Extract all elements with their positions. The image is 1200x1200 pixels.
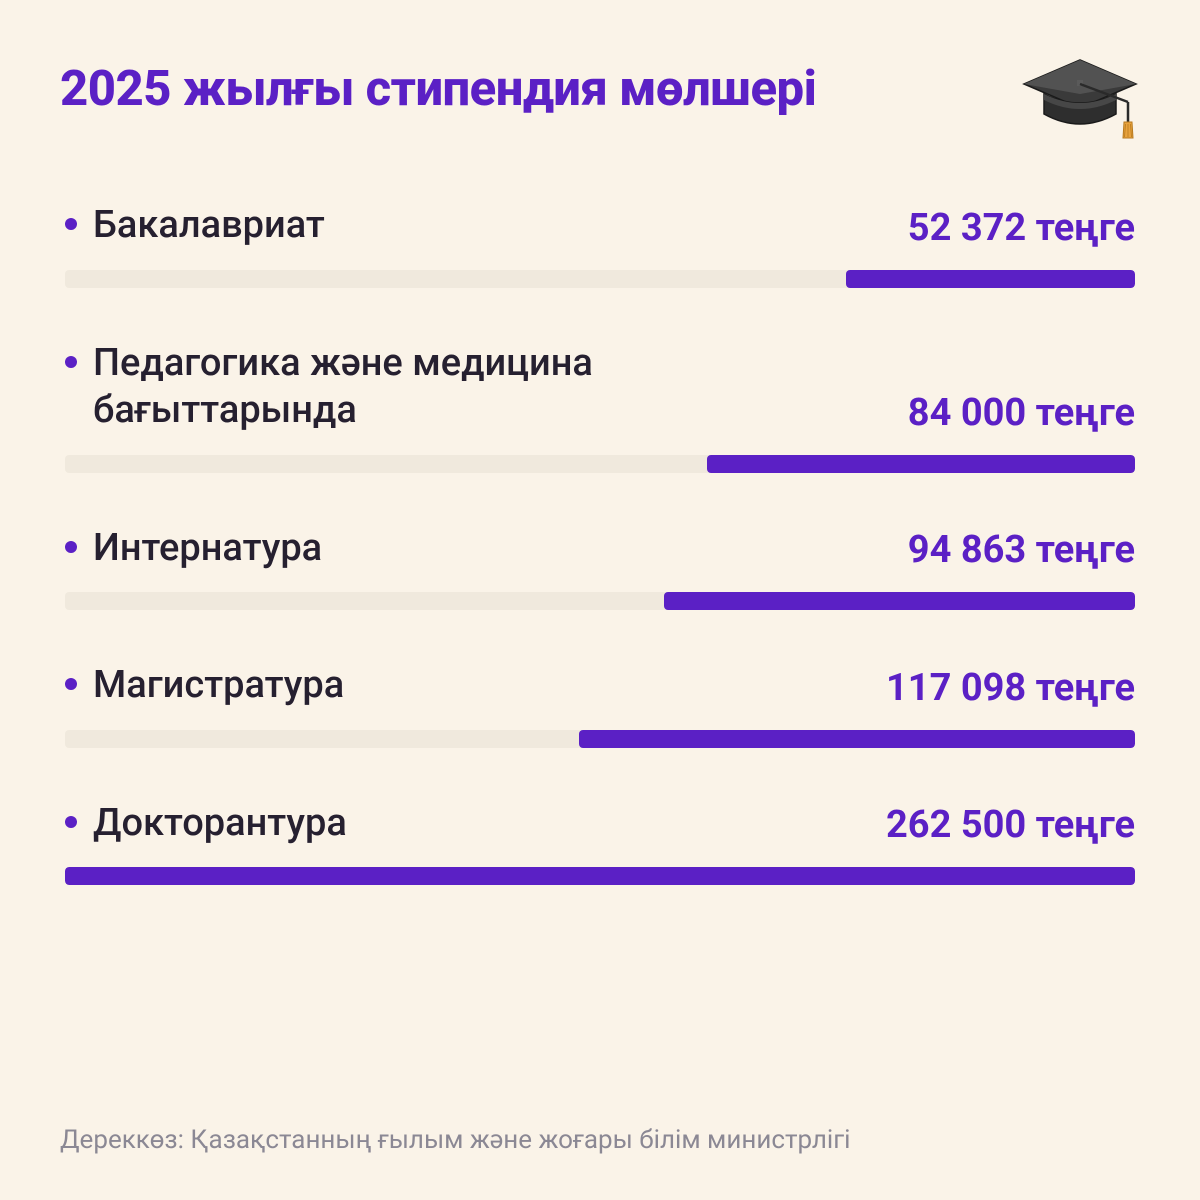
rows-container: Бакалавриат 52 372 теңге Педагогика және…: [60, 202, 1140, 885]
bar-fill: [707, 455, 1135, 473]
source-text: Дереккөз: Қазақстанның ғылым және жоғары…: [60, 1125, 850, 1155]
bullet-icon: [65, 218, 77, 230]
row-label: Бакалавриат: [93, 202, 325, 250]
row-label: Докторантура: [93, 800, 347, 848]
row-label: Магистратура: [93, 662, 344, 710]
row-value: 117 098 теңге: [886, 666, 1135, 710]
bullet-icon: [65, 678, 77, 690]
row-value: 262 500 теңге: [886, 803, 1135, 847]
row-label: Педагогика және медицина бағыттарында: [93, 340, 613, 435]
bullet-icon: [65, 356, 77, 368]
row-value: 52 372 теңге: [908, 206, 1135, 250]
bar-track: [65, 455, 1135, 473]
row-top: Бакалавриат 52 372 теңге: [65, 202, 1135, 250]
bar-fill: [846, 270, 1135, 288]
row-masters: Магистратура 117 098 теңге: [65, 662, 1135, 748]
header: 2025 жылғы стипендия мөлшері: [60, 60, 1140, 142]
bullet-icon: [65, 541, 77, 553]
bar-fill: [579, 730, 1135, 748]
bar-track: [65, 867, 1135, 885]
bar-track: [65, 270, 1135, 288]
label-wrap: Педагогика және медицина бағыттарында: [65, 340, 613, 435]
row-top: Интернатура 94 863 теңге: [65, 525, 1135, 573]
label-wrap: Интернатура: [65, 525, 322, 573]
page-title: 2025 жылғы стипендия мөлшері: [60, 60, 816, 117]
row-pedagogy-medicine: Педагогика және медицина бағыттарында 84…: [65, 340, 1135, 473]
label-wrap: Бакалавриат: [65, 202, 325, 250]
label-wrap: Магистратура: [65, 662, 344, 710]
row-top: Докторантура 262 500 теңге: [65, 800, 1135, 848]
row-value: 84 000 теңге: [908, 391, 1135, 435]
graduation-cap-icon: [1020, 52, 1140, 142]
bar-fill: [65, 867, 1135, 885]
bar-track: [65, 730, 1135, 748]
row-top: Педагогика және медицина бағыттарында 84…: [65, 340, 1135, 435]
label-wrap: Докторантура: [65, 800, 347, 848]
bar-fill: [664, 592, 1135, 610]
row-label: Интернатура: [93, 525, 322, 573]
row-internship: Интернатура 94 863 теңге: [65, 525, 1135, 611]
bullet-icon: [65, 816, 77, 828]
row-doctorate: Докторантура 262 500 теңге: [65, 800, 1135, 886]
row-value: 94 863 теңге: [908, 528, 1135, 572]
bar-track: [65, 592, 1135, 610]
row-top: Магистратура 117 098 теңге: [65, 662, 1135, 710]
row-bachelor: Бакалавриат 52 372 теңге: [65, 202, 1135, 288]
